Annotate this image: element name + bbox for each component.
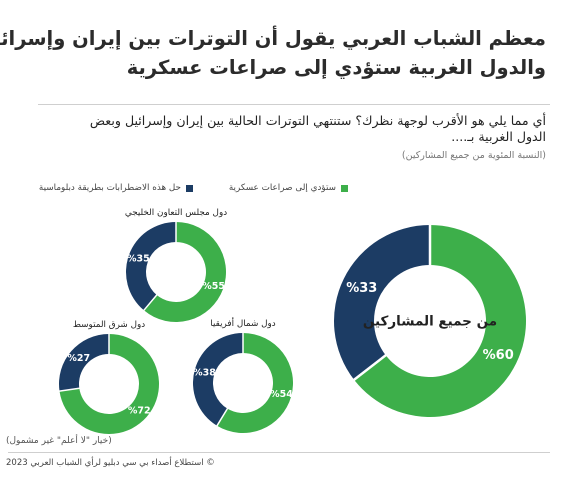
- donut-levant-pct-diplomatic: %27: [67, 353, 90, 364]
- donut-levant-separator-1: [58, 387, 81, 393]
- donut-levant-pct-military: %72: [128, 406, 151, 417]
- donut-gcc-label: دول مجلس التعاون الخليجي: [125, 208, 227, 218]
- donut-north-africa-pct-military: %54: [270, 389, 293, 400]
- legend-swatch-green: [341, 184, 348, 192]
- donut-north-africa-slice-military: [217, 333, 293, 433]
- question-line-1: أي مما يلي هو الأقرب لوجهة نظرك؟ ستنتهي …: [89, 113, 546, 128]
- donut-gcc-pct-diplomatic: %35: [127, 254, 150, 265]
- footnote: (خيار "لا أعلم" غير مشمول): [6, 436, 112, 446]
- divider-top: [38, 104, 550, 105]
- donut-gcc-separator-1: [142, 293, 158, 312]
- chart-subtitle: (النسبة المئوية من جميع المشاركين): [401, 150, 546, 161]
- donut-all-slice-military: [354, 225, 527, 418]
- source-credit: © استطلاع أصداء بي سي دبليو لرأي الشباب …: [6, 458, 215, 468]
- donut-north-africa-pct-diplomatic: %38: [193, 368, 216, 379]
- donut-all-separator-1: [352, 353, 388, 382]
- donut-all-pct-military: %60: [483, 348, 514, 363]
- title-line-1: معظم الشباب العربي يقول أن التوترات بين …: [0, 27, 546, 50]
- legend-label-military: ستؤدي إلى صراعات عسكرية: [228, 183, 336, 193]
- donut-all-pct-diplomatic: %33: [346, 281, 377, 296]
- donut-gcc-pct-military: %55: [202, 281, 225, 292]
- donut-gcc-slice-military: [143, 222, 227, 322]
- donut-all-slice-diplomatic: [334, 225, 430, 380]
- donut-north-africa-separator-1: [215, 407, 229, 427]
- legend-item-military: ستؤدي إلى صراعات عسكرية: [229, 183, 348, 193]
- donut-levant-slice-military: [59, 334, 159, 434]
- legend-item-diplomatic: حل هذه الاضطرابات بطريقة دبلوماسية: [39, 183, 193, 193]
- donut-levant-slice-diplomatic: [58, 334, 109, 392]
- donut-north-africa-label: دول شمال أفريقيا: [210, 317, 275, 329]
- legend-swatch-navy: [186, 184, 193, 192]
- chart-title: معظم الشباب العربي يقول أن التوترات بين …: [0, 24, 546, 82]
- divider-bottom: [8, 452, 550, 453]
- legend-label-diplomatic: حل هذه الاضطرابات بطريقة دبلوماسية: [38, 183, 181, 193]
- question-line-2: الدول الغربية بـ....: [451, 129, 546, 144]
- donut-levant-label: دول شرق المتوسط: [73, 320, 145, 330]
- donut-gcc-slice-diplomatic: [126, 222, 176, 311]
- survey-question: أي مما يلي هو الأقرب لوجهة نظرك؟ ستنتهي …: [30, 113, 546, 145]
- donut-north-africa-slice-diplomatic: [192, 333, 243, 426]
- title-line-2: والدول الغربية ستؤدي إلى صراعات عسكرية: [126, 56, 546, 79]
- donut-all-label: من جميع المشاركين: [363, 314, 497, 330]
